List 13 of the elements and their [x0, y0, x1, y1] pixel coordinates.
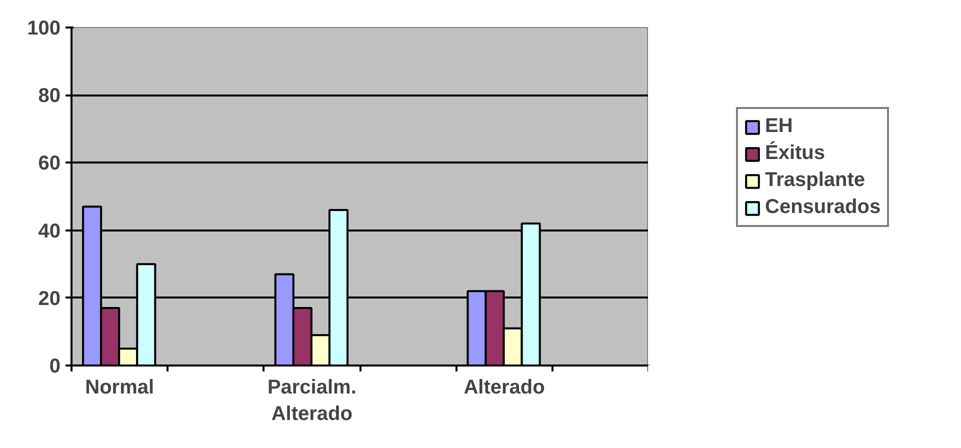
y-tick-label: 40 [38, 220, 61, 242]
y-tick-label: 0 [49, 356, 60, 378]
y-tick-label: 100 [27, 18, 61, 40]
x-tick-label: Parcialm. Alterado [267, 376, 356, 425]
legend-label: Éxitus [765, 142, 826, 165]
y-tick-label: 80 [38, 85, 61, 108]
y-tick-label: 20 [38, 288, 61, 310]
legend-label: Censurados [765, 196, 881, 219]
x-tick-label: Normal [85, 376, 154, 398]
x-tick-label: Alterado [464, 376, 545, 398]
legend-label: Trasplante [765, 169, 866, 192]
y-tick-label: 60 [38, 152, 61, 175]
legend-label: EH [765, 115, 793, 138]
